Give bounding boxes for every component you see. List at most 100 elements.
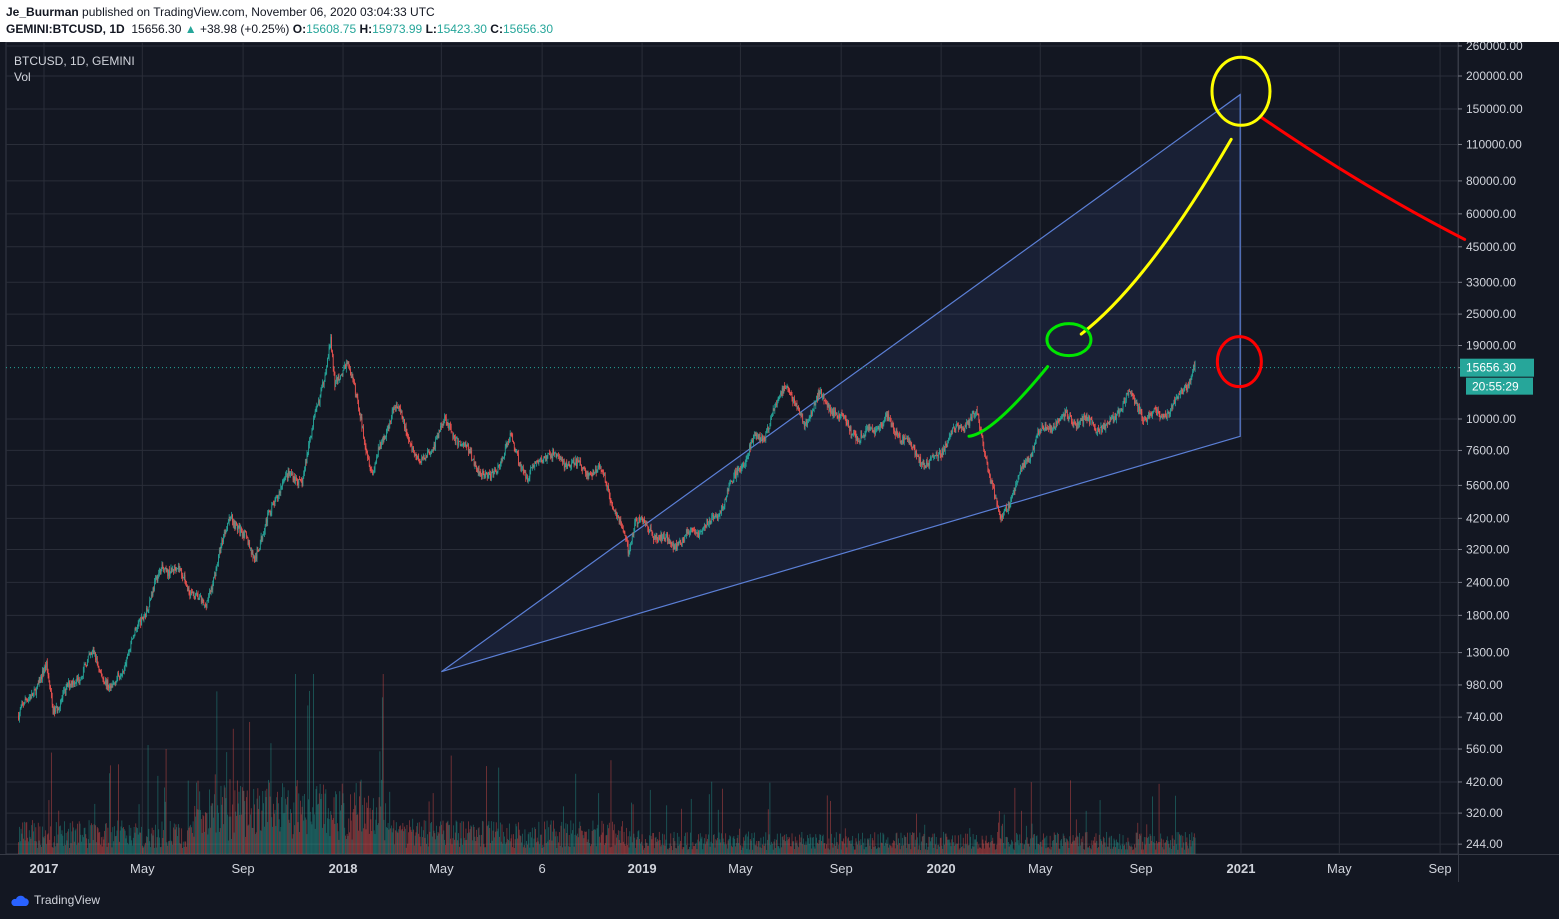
candle-body	[39, 679, 41, 683]
candle-body	[508, 441, 509, 442]
candle-body	[1130, 391, 1131, 394]
volume-bar	[381, 697, 383, 854]
volume-bar	[789, 846, 791, 854]
candle-body	[58, 708, 60, 710]
volume-bar	[20, 828, 22, 854]
volume-legend[interactable]: Vol	[14, 70, 31, 84]
volume-bar	[732, 837, 734, 854]
candle-body	[328, 346, 330, 358]
volume-bar	[802, 844, 804, 854]
candle-body	[520, 465, 522, 469]
volume-bar	[771, 843, 773, 854]
volume-bar	[306, 834, 308, 854]
volume-bar	[597, 824, 599, 854]
candle-body	[957, 425, 959, 430]
series-legend[interactable]: BTCUSD, 1D, GEMINI	[14, 54, 135, 68]
volume-bar	[196, 809, 198, 854]
candle-body	[974, 413, 976, 416]
candle-body	[995, 497, 997, 499]
volume-bar	[119, 830, 121, 854]
volume-bar	[848, 840, 850, 854]
volume-bar	[419, 836, 421, 854]
volume-bar	[469, 829, 471, 854]
candle-body	[862, 435, 863, 437]
volume-bar	[539, 844, 541, 854]
volume-bar	[543, 847, 545, 854]
candle-body	[450, 423, 451, 427]
volume-bar	[185, 841, 187, 854]
candle-body	[910, 441, 912, 443]
volume-bar	[269, 796, 271, 854]
candle-body	[231, 514, 232, 518]
volume-bar	[974, 839, 976, 854]
candle-body	[459, 441, 461, 445]
volume-bar	[302, 795, 304, 854]
candle-body	[1003, 512, 1004, 517]
volume-bar	[477, 836, 478, 854]
volume-bar	[634, 837, 636, 854]
volume-bar	[873, 847, 875, 854]
volume-bar	[414, 835, 416, 854]
candle-body	[1175, 396, 1177, 399]
volume-bar	[1063, 835, 1065, 854]
volume-bar	[895, 833, 897, 854]
volume-bar	[21, 833, 23, 854]
candle-body	[1107, 422, 1109, 424]
candle-body	[804, 423, 806, 428]
volume-bar	[92, 840, 94, 854]
candle-body	[992, 483, 994, 487]
volume-bar	[1027, 843, 1029, 854]
volume-bar	[1052, 840, 1053, 854]
candle-body	[291, 474, 293, 476]
candle-body	[1032, 448, 1034, 454]
volume-bar	[1098, 847, 1099, 854]
candle-body	[1093, 425, 1095, 428]
candle-body	[429, 453, 431, 455]
author-name[interactable]: Je_Buurman	[6, 5, 79, 19]
candle-body	[717, 515, 719, 520]
candle-body	[817, 396, 818, 400]
candle-body	[577, 459, 578, 467]
candle-body	[623, 532, 625, 534]
volume-bar	[547, 841, 549, 854]
candle-body	[163, 568, 164, 570]
candle-body	[374, 464, 376, 470]
volume-bar	[482, 821, 484, 854]
volume-bar	[204, 831, 205, 854]
candle-body	[935, 451, 937, 456]
volume-bar	[655, 836, 657, 854]
tradingview-logo[interactable]: TradingView	[10, 893, 100, 907]
candle-body	[194, 596, 196, 600]
candle-body	[102, 677, 104, 680]
candle-body	[1119, 410, 1121, 414]
volume-bar	[884, 845, 886, 854]
volume-bar	[711, 781, 713, 854]
candle-body	[445, 416, 446, 418]
volume-bar	[337, 831, 339, 854]
volume-bar	[1137, 822, 1139, 854]
volume-bar	[898, 838, 899, 854]
candle-body	[214, 574, 216, 577]
candle-body	[205, 604, 206, 606]
candle-body	[137, 628, 138, 630]
volume-bar	[28, 841, 29, 854]
volume-bar	[640, 843, 641, 854]
candle-body	[181, 569, 182, 576]
candle-body	[1143, 417, 1145, 422]
candle-body	[598, 464, 600, 468]
candle-body	[83, 664, 85, 669]
volume-bar	[480, 846, 482, 854]
volume-bar	[627, 836, 629, 854]
candle-body	[187, 585, 188, 588]
volume-bar	[267, 822, 269, 854]
candle-body	[1008, 502, 1010, 509]
volume-bar	[1161, 847, 1163, 854]
candle-body	[146, 607, 148, 611]
price-chart[interactable]: 244.00320.00420.00560.00740.00980.001300…	[0, 42, 1559, 882]
candle-body	[948, 436, 950, 438]
volume-bar	[925, 849, 926, 854]
candle-body	[721, 505, 722, 514]
candle-body	[165, 567, 167, 571]
volume-bar	[1110, 848, 1112, 854]
volume-bar	[568, 835, 570, 854]
